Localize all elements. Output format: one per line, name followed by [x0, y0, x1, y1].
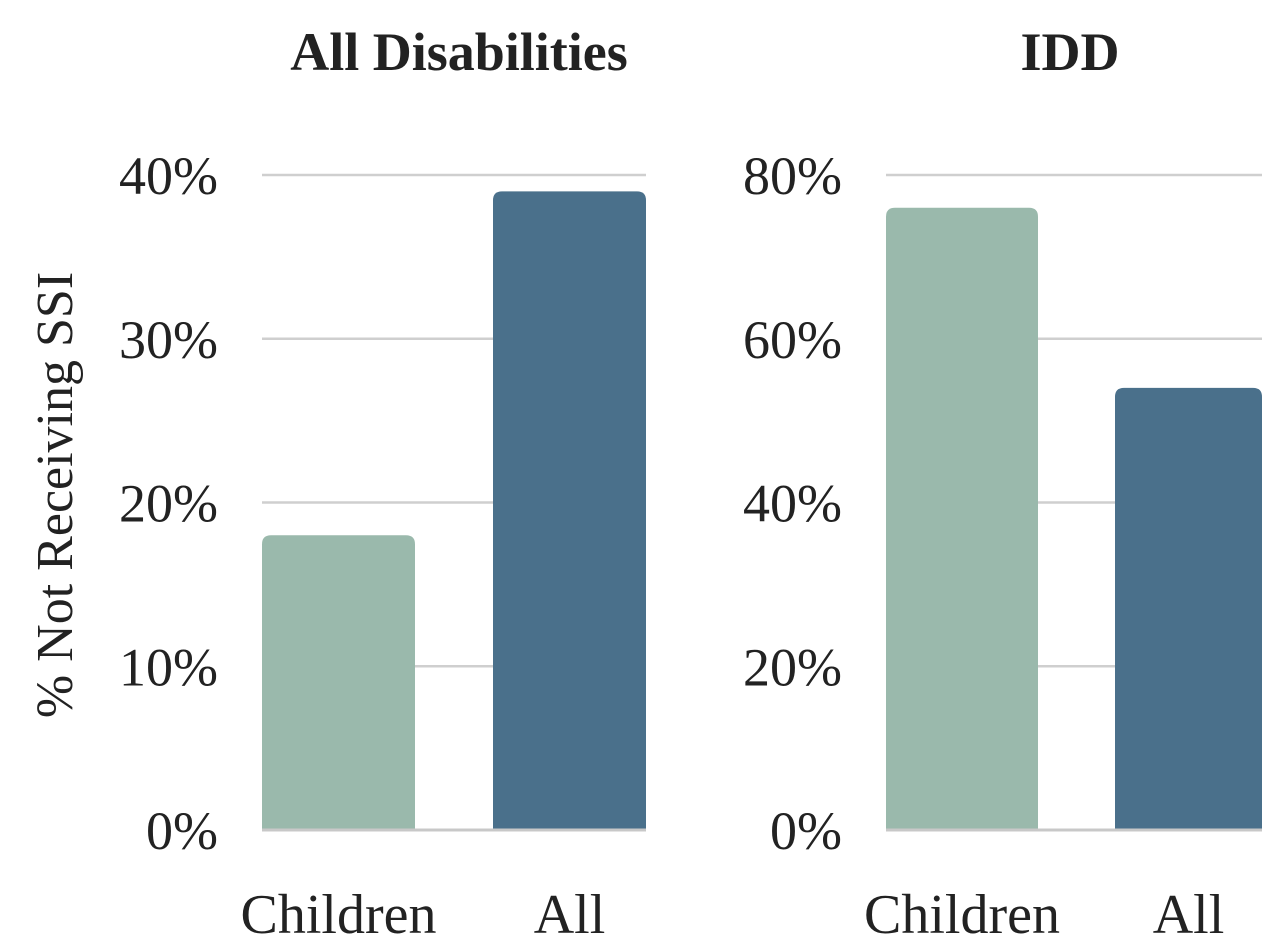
y-axis-title: % Not Receiving SSI	[27, 272, 84, 718]
y-tick-label: 40%	[743, 474, 842, 534]
y-tick-label: 60%	[743, 310, 842, 370]
panel-title: IDD	[1020, 22, 1119, 82]
y-tick-label: 30%	[119, 310, 218, 370]
y-tick-label: 20%	[743, 637, 842, 697]
panel-idd: IDD 0% 20% 40% 60% 80% Children All	[743, 22, 1262, 945]
y-tick-label: 20%	[119, 474, 218, 534]
bar-all	[1115, 387, 1262, 830]
bar-children	[262, 535, 415, 830]
panel-all-disabilities: All Disabilities 0% 10% 20% 30% 40% Children A…	[119, 22, 646, 945]
bar-children	[886, 207, 1038, 830]
panel-title: All Disabilities	[290, 22, 628, 82]
x-category-label: All	[534, 884, 606, 940]
y-tick-label: 10%	[119, 637, 218, 697]
bar-all	[493, 191, 646, 830]
y-tick-label: 40%	[119, 146, 218, 206]
y-tick-label: 0%	[770, 801, 842, 861]
y-tick-label: 80%	[743, 146, 842, 206]
x-category-label: All	[1153, 884, 1225, 940]
x-category-label: Children	[241, 884, 437, 940]
y-tick-label: 0%	[146, 801, 218, 861]
x-category-label: Children	[864, 884, 1060, 940]
